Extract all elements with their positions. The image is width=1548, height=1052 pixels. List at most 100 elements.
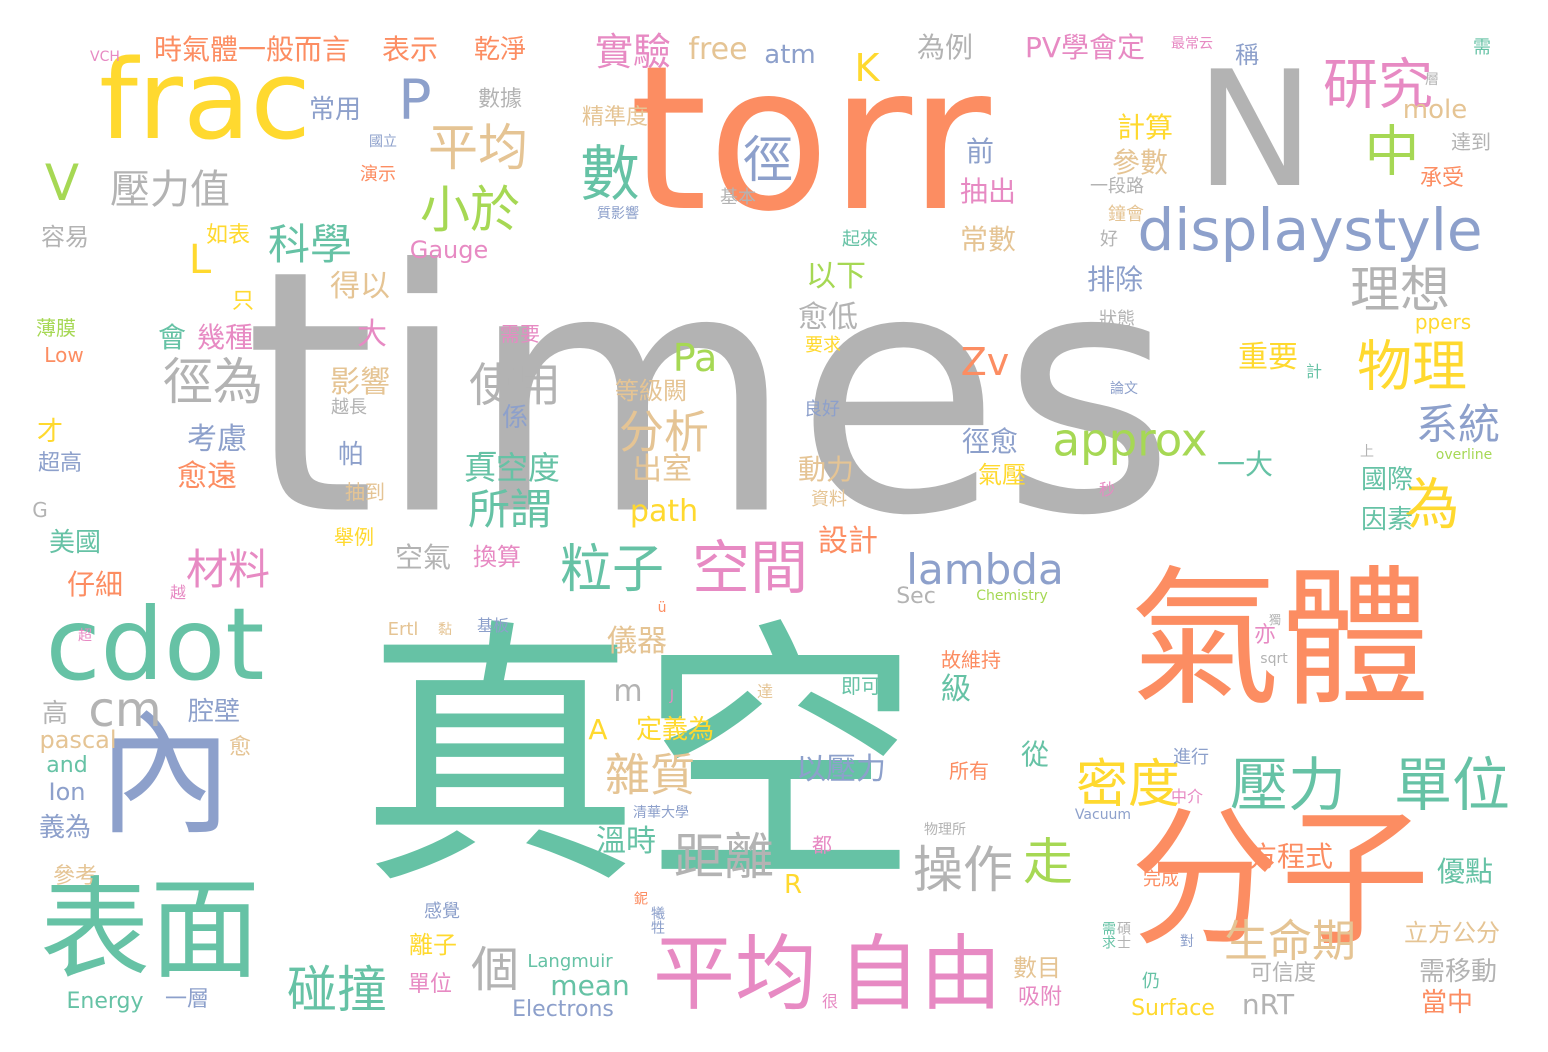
word-cloud-term: 以壓力	[796, 752, 886, 787]
word-cloud-term: 起來	[842, 229, 878, 250]
word-cloud-term: 高	[41, 699, 69, 729]
word-cloud-term: 越	[169, 583, 187, 602]
word-cloud-term: 才	[36, 417, 64, 447]
word-cloud-term: 壓力值	[110, 167, 230, 213]
word-cloud-term: and	[46, 753, 88, 778]
word-cloud-term: R	[783, 870, 803, 900]
word-cloud-term: 資料	[811, 489, 847, 510]
word-cloud-term: 使用	[469, 358, 561, 412]
word-cloud-term: 鈮	[632, 891, 648, 905]
word-cloud-term: 很	[821, 992, 839, 1011]
word-cloud-term: 要求	[805, 335, 841, 356]
word-cloud-term: 表示	[381, 33, 439, 66]
word-cloud-term: 需要	[500, 322, 540, 346]
word-cloud-term: 雜質	[604, 748, 696, 802]
word-cloud-term: 走	[1023, 833, 1073, 891]
word-cloud-term: 清華大學	[633, 805, 689, 821]
word-cloud-term: 密度	[1075, 755, 1181, 815]
word-cloud-term: 定義為	[635, 715, 715, 745]
word-cloud-term: 儀器	[607, 624, 667, 659]
word-cloud-term: 中介	[1170, 787, 1204, 806]
word-cloud-term: 都	[812, 833, 832, 857]
word-cloud-term: 為例	[916, 31, 974, 64]
word-cloud-term: 基板	[476, 616, 510, 635]
word-cloud-term: m	[613, 674, 643, 709]
word-cloud-term: 生命期	[1224, 916, 1356, 967]
word-cloud-term: 數	[580, 140, 640, 210]
word-cloud-term: 舉例	[334, 525, 374, 549]
word-cloud-term: 科學	[267, 220, 353, 269]
word-cloud-term: 帕	[337, 440, 365, 470]
word-cloud-term: 前	[965, 135, 995, 168]
word-cloud-term: Ertl	[387, 619, 419, 640]
word-cloud-term: lambda	[906, 545, 1064, 594]
word-cloud-term: path	[629, 494, 699, 529]
word-cloud-term: 物理	[1356, 334, 1468, 399]
word-cloud-term: 分析	[618, 405, 710, 459]
word-cloud-term: sqrt	[1260, 651, 1288, 667]
word-cloud-term: 數目	[1013, 954, 1061, 982]
word-cloud-term: 徑愈	[961, 425, 1019, 458]
word-cloud-term: 實驗	[594, 30, 672, 74]
word-cloud-term: Chemistry	[976, 588, 1048, 604]
word-cloud-term: 國立	[369, 134, 397, 150]
word-cloud-term: torr	[629, 23, 991, 256]
word-cloud-term: 可信度	[1249, 961, 1317, 986]
word-cloud-term: 氣壓	[978, 461, 1026, 489]
word-cloud-term: Vacuum	[1074, 807, 1132, 823]
word-cloud-term: 精準度	[581, 105, 649, 130]
word-cloud-term: free	[688, 32, 748, 67]
word-cloud-term: 達到	[1451, 130, 1491, 154]
word-cloud-term: 承受	[1419, 166, 1465, 191]
word-cloud-term: 立方公分	[1404, 919, 1500, 947]
word-cloud-term: Electrons	[512, 997, 614, 1022]
word-cloud-term: 等級闕	[615, 377, 687, 405]
word-cloud-term: P	[398, 67, 432, 132]
word-cloud-term: 稱	[1235, 41, 1259, 69]
word-cloud-term: 愈	[228, 735, 252, 760]
word-cloud-term: 最常云	[1171, 36, 1213, 52]
word-cloud-term: 計	[1305, 362, 1323, 381]
word-cloud-term: cdot	[45, 586, 265, 703]
word-cloud-term: Low	[44, 343, 84, 367]
word-cloud-term: 單位	[1393, 751, 1511, 819]
word-cloud-term: cm	[88, 682, 162, 738]
word-cloud-term: L	[188, 237, 212, 283]
word-cloud-term: 優點	[1436, 855, 1494, 888]
word-cloud-term: 碰撞	[287, 961, 387, 1019]
word-cloud-term: 超	[78, 628, 92, 644]
word-cloud-term: 級	[941, 672, 971, 707]
word-cloud-term: pascal	[39, 726, 117, 754]
word-cloud-term: 操作	[913, 841, 1013, 899]
word-cloud-term: 空氣	[394, 541, 452, 574]
word-cloud-term: PV學會定	[1024, 31, 1146, 64]
word-cloud-term: 自由	[837, 927, 1003, 1022]
word-cloud-term: 大	[357, 317, 387, 352]
word-cloud-term: 進行	[1173, 747, 1209, 768]
word-cloud-term: 超高	[37, 451, 83, 476]
word-cloud-term: G	[32, 498, 48, 522]
word-cloud-term: 參考	[52, 864, 98, 889]
word-cloud-term: times	[244, 199, 1176, 590]
word-cloud-term: 所有	[949, 759, 989, 783]
word-cloud-term: 腔壁	[187, 697, 241, 727]
word-cloud-term: 質影響	[597, 206, 639, 222]
word-cloud-term: nRT	[1241, 988, 1295, 1021]
word-cloud-term: 良好	[804, 399, 840, 420]
word-cloud-term: 離子	[409, 931, 457, 959]
word-cloud-term: 動力	[797, 453, 855, 486]
word-cloud-term: mole	[1402, 95, 1468, 125]
word-cloud-term: 層	[1425, 72, 1439, 88]
word-cloud-term: 徑	[743, 131, 793, 189]
word-cloud-term: 乾淨	[473, 35, 527, 65]
word-cloud-term: 演示	[360, 164, 396, 185]
word-cloud-term: 換算	[473, 543, 521, 571]
word-cloud-term: Surface	[1131, 996, 1215, 1021]
word-cloud-term: frac	[99, 36, 311, 164]
word-cloud-term: 出室	[632, 452, 692, 487]
word-cloud-term: 小於	[420, 181, 520, 239]
word-cloud-term: 粒子	[559, 540, 665, 600]
word-cloud-term: approx	[1052, 413, 1208, 467]
word-cloud-term: 吸附	[1017, 985, 1063, 1010]
